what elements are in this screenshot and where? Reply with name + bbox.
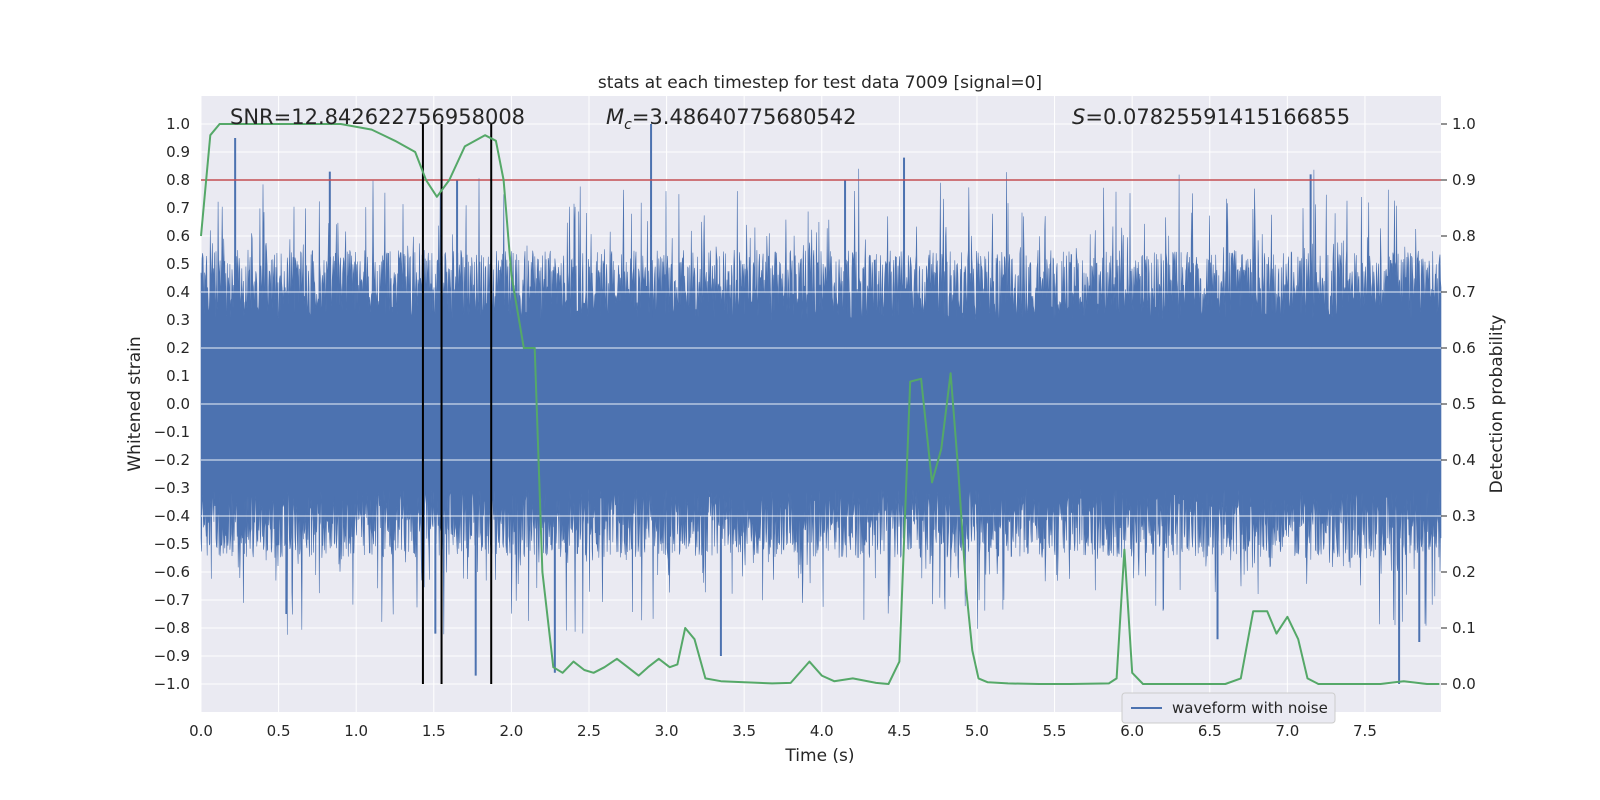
y-left-tick-label: −0.5 xyxy=(154,535,190,553)
y-left-tick-label: 0.2 xyxy=(166,339,190,357)
y-left-tick-label: 0.7 xyxy=(166,199,190,217)
y-left-tick-label: −0.9 xyxy=(154,647,190,665)
y-right-tick-label: 0.2 xyxy=(1452,563,1476,581)
y-right-tick-label: 0.3 xyxy=(1452,507,1476,525)
x-tick-label: 3.5 xyxy=(732,722,756,740)
y-right-tick-label: 0.7 xyxy=(1452,283,1476,301)
reference-lines xyxy=(201,124,1441,684)
y-right-tick-label: 0.6 xyxy=(1452,339,1476,357)
x-tick-label: 7.0 xyxy=(1275,722,1299,740)
x-tick-label: 1.5 xyxy=(422,722,446,740)
snr-annotation: SNR=12.842622756958008 xyxy=(230,105,525,129)
y-right-tick-label: 0.8 xyxy=(1452,227,1476,245)
y-left-tick-label: 0.8 xyxy=(166,171,190,189)
detection-probability-line xyxy=(200,123,1440,685)
legend: waveform with noise xyxy=(1121,692,1336,724)
x-tick-label: 6.5 xyxy=(1198,722,1222,740)
y-left-tick-label: −0.1 xyxy=(154,423,190,441)
x-tick-label: 0.5 xyxy=(267,722,291,740)
y-right-tick-label: 0.0 xyxy=(1452,675,1476,693)
y-axis-left: 1.0 0.9 0.8 0.7 0.6 0.5 0.4 0.3 0.2 0.1 0.0 −0.1 −0.… xyxy=(154,115,190,693)
x-tick-label: 1.0 xyxy=(344,722,368,740)
y-left-tick-label: −0.6 xyxy=(154,563,190,581)
y-left-tick-label: −0.3 xyxy=(154,479,190,497)
x-tick-label: 4.5 xyxy=(887,722,911,740)
y-left-tick-label: 0.1 xyxy=(166,367,190,385)
x-tick-label: 5.0 xyxy=(965,722,989,740)
y-right-tick-label: 1.0 xyxy=(1452,115,1476,133)
x-axis-label: Time (s) xyxy=(784,746,854,766)
y-left-tick-label: −1.0 xyxy=(154,675,190,693)
x-tick-label: 0.0 xyxy=(189,722,213,740)
x-tick-label: 2.0 xyxy=(499,722,523,740)
y-axis-right-label: Detection probability xyxy=(1487,315,1507,494)
legend-label-waveform: waveform with noise xyxy=(1172,699,1328,717)
chart-title: stats at each timestep for test data 700… xyxy=(598,73,1042,93)
x-tick-label: 7.5 xyxy=(1353,722,1377,740)
y-left-tick-label: 1.0 xyxy=(166,115,190,133)
y-left-tick-label: −0.4 xyxy=(154,507,190,525)
y-right-tick-label: 0.1 xyxy=(1452,619,1476,637)
y-left-tick-label: 0.4 xyxy=(166,283,190,301)
waveform-series xyxy=(200,124,1442,684)
x-tick-label: 5.5 xyxy=(1043,722,1067,740)
y-left-tick-label: −0.7 xyxy=(154,591,190,609)
chirp-mass-annotation: Mc=3.48640775680542 xyxy=(606,105,857,133)
x-tick-label: 4.0 xyxy=(810,722,834,740)
y-left-tick-label: 0.6 xyxy=(166,227,190,245)
x-tick-label: 6.0 xyxy=(1120,722,1144,740)
y-left-tick-label: 0.3 xyxy=(166,311,190,329)
x-axis: 0.0 0.5 1.0 1.5 2.0 2.5 3.0 3.5 4.0 4.5 5.0 5.5 6.0 6… xyxy=(189,722,1377,740)
x-tick-label: 2.5 xyxy=(577,722,601,740)
y-left-tick-label: 0.0 xyxy=(166,395,190,413)
y-axis-right: 1.0 0.9 0.8 0.7 0.6 0.5 0.4 0.3 0.2 0.1 0.0 xyxy=(1441,115,1476,693)
y-axis-left-label: Whitened strain xyxy=(125,336,145,471)
s-annotation: S=0.07825591415166855 xyxy=(1072,105,1350,129)
y-left-tick-label: 0.5 xyxy=(166,255,190,273)
y-right-tick-label: 0.4 xyxy=(1452,451,1476,469)
x-tick-label: 3.0 xyxy=(655,722,679,740)
y-right-tick-label: 0.5 xyxy=(1452,395,1476,413)
y-right-tick-label: 0.9 xyxy=(1452,171,1476,189)
y-left-tick-label: −0.8 xyxy=(154,619,190,637)
legend-box xyxy=(1121,692,1336,724)
y-left-tick-label: 0.9 xyxy=(166,143,190,161)
y-left-tick-label: −0.2 xyxy=(154,451,190,469)
detection-probability-series xyxy=(200,123,1440,685)
